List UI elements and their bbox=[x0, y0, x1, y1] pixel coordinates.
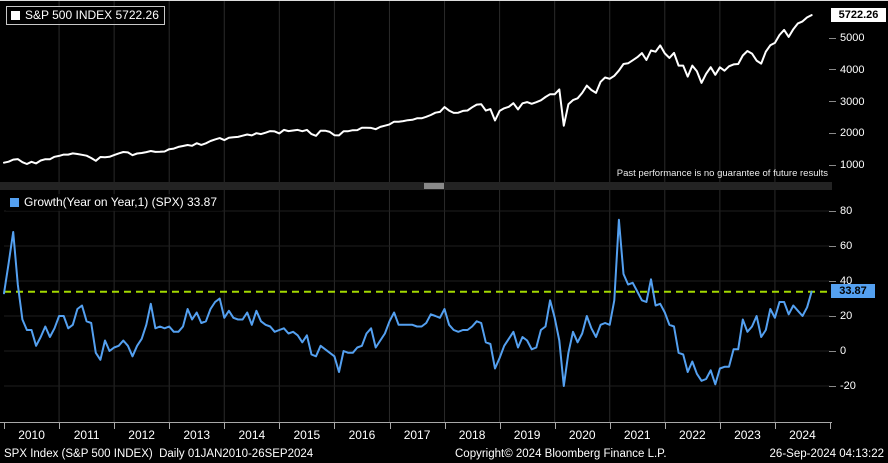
disclaimer-text: Past performance is no guarantee of futu… bbox=[616, 168, 828, 179]
tick-mark bbox=[829, 315, 836, 317]
price-legend[interactable]: S&P 500 INDEX 5722.26 bbox=[6, 6, 165, 25]
price-legend-label: S&P 500 INDEX 5722.26 bbox=[25, 8, 159, 22]
y-tick-2000: 2000 bbox=[829, 127, 864, 139]
y-tick-label: 2000 bbox=[840, 127, 865, 140]
tick-mark bbox=[829, 280, 836, 282]
x-axis-tick bbox=[4, 423, 5, 429]
y-tick-label: 80 bbox=[840, 205, 853, 217]
x-axis[interactable]: 2010 2011 2012 2013 2014 2015 2016 2017 2018 2019… bbox=[0, 422, 832, 446]
y-tick-label: 3000 bbox=[840, 95, 865, 108]
y-tick-0: 0 bbox=[829, 345, 846, 357]
statusbar-copyright: Copyright© 2024 Bloomberg Finance L.P. bbox=[455, 448, 667, 460]
year-label-2011: 2011 bbox=[73, 428, 100, 442]
statusbar-datetime: 26-Sep-2024 04:13:22 bbox=[769, 448, 884, 460]
tick-mark bbox=[829, 210, 836, 212]
x-axis-tick bbox=[774, 423, 776, 429]
year-label-2010: 2010 bbox=[18, 428, 45, 442]
tick-mark bbox=[829, 245, 836, 247]
x-axis-tick bbox=[444, 423, 446, 429]
y-tick-label: 1000 bbox=[840, 159, 865, 171]
y-tick-label: 60 bbox=[840, 240, 853, 252]
status-bar: SPX Index (S&P 500 INDEX) Daily 01JAN201… bbox=[0, 446, 888, 463]
price-last-value-box: 5722.26 bbox=[831, 8, 886, 23]
growth-legend[interactable]: Growth(Year on Year,1) (SPX) 33.87 bbox=[6, 194, 223, 211]
tick-mark bbox=[829, 350, 836, 352]
tick-mark bbox=[829, 132, 836, 134]
growth-last-value-box: 33.87 bbox=[831, 283, 875, 298]
y-tick-60: 60 bbox=[829, 240, 852, 252]
growth-series-swatch bbox=[10, 197, 19, 207]
year-label-2016: 2016 bbox=[348, 428, 376, 442]
year-label-2018: 2018 bbox=[458, 428, 486, 442]
price-chart-plot[interactable] bbox=[0, 1, 832, 182]
y-tick-label: -20 bbox=[840, 380, 856, 392]
statusbar-ticker-info: SPX Index (S&P 500 INDEX) Daily 01JAN201… bbox=[4, 448, 314, 460]
x-axis-tick bbox=[719, 423, 721, 429]
scrollbar-handle[interactable] bbox=[424, 183, 444, 189]
y-tick-1000: 1000 bbox=[829, 159, 864, 171]
growth-panel: Growth(Year on Year,1) (SPX) 33.87 80 60 4… bbox=[0, 190, 888, 422]
y-tick-label: 0 bbox=[840, 345, 847, 357]
year-label-2019: 2019 bbox=[513, 428, 541, 442]
x-axis-tick bbox=[334, 423, 336, 429]
y-tick-4000: 4000 bbox=[829, 64, 864, 76]
x-axis-tick bbox=[609, 423, 611, 429]
year-label-2021: 2021 bbox=[623, 428, 651, 442]
panel-scrollbar[interactable] bbox=[0, 182, 832, 190]
year-label-2012: 2012 bbox=[128, 428, 155, 442]
price-panel: S&P 500 INDEX 5722.26 Past performance i… bbox=[0, 1, 888, 182]
year-label-2024: 2024 bbox=[789, 428, 816, 442]
y-tick-5000: 5000 bbox=[829, 32, 864, 44]
tick-mark bbox=[829, 385, 836, 387]
x-axis-tick bbox=[224, 423, 226, 429]
x-axis-tick bbox=[59, 423, 61, 429]
year-label-2017: 2017 bbox=[403, 428, 431, 442]
growth-chart-plot[interactable] bbox=[0, 190, 832, 422]
x-axis-tick bbox=[279, 423, 281, 429]
x-axis-tick bbox=[664, 423, 666, 429]
tick-mark bbox=[829, 164, 836, 166]
year-label-2013: 2013 bbox=[183, 428, 211, 442]
y-tick-label: 20 bbox=[840, 310, 853, 322]
tick-mark bbox=[829, 69, 836, 71]
year-label-2023: 2023 bbox=[734, 428, 761, 442]
tick-mark bbox=[829, 37, 836, 39]
y-tick--20: -20 bbox=[829, 380, 856, 392]
y-tick-label: 5000 bbox=[840, 32, 865, 44]
year-label-2014: 2014 bbox=[238, 428, 266, 442]
tick-mark bbox=[829, 101, 836, 102]
growth-legend-label: Growth(Year on Year,1) (SPX) 33.87 bbox=[24, 195, 218, 209]
x-axis-tick bbox=[389, 423, 391, 429]
year-label-2020: 2020 bbox=[568, 428, 596, 442]
x-axis-tick bbox=[114, 423, 116, 429]
y-tick-label: 4000 bbox=[840, 63, 865, 76]
y-tick-20: 20 bbox=[829, 310, 852, 322]
x-axis-tick bbox=[499, 423, 501, 429]
price-series-swatch bbox=[11, 10, 20, 20]
x-axis-tick bbox=[554, 423, 556, 429]
y-tick-3000: 3000 bbox=[829, 96, 864, 108]
x-axis-tick bbox=[169, 423, 171, 429]
year-label-2015: 2015 bbox=[293, 428, 321, 442]
y-tick-80: 80 bbox=[829, 205, 852, 217]
year-label-2022: 2022 bbox=[678, 428, 706, 442]
x-axis-tick bbox=[830, 423, 831, 429]
